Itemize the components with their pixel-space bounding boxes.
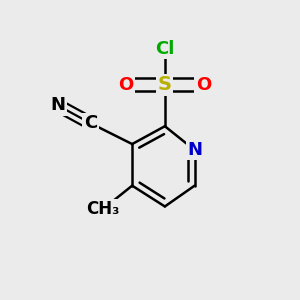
Text: S: S bbox=[158, 75, 172, 94]
Text: C: C bbox=[84, 114, 97, 132]
Text: Cl: Cl bbox=[155, 40, 175, 58]
Text: O: O bbox=[118, 76, 134, 94]
Text: N: N bbox=[187, 141, 202, 159]
Text: CH₃: CH₃ bbox=[86, 200, 119, 218]
Text: O: O bbox=[196, 76, 211, 94]
Text: N: N bbox=[50, 96, 65, 114]
